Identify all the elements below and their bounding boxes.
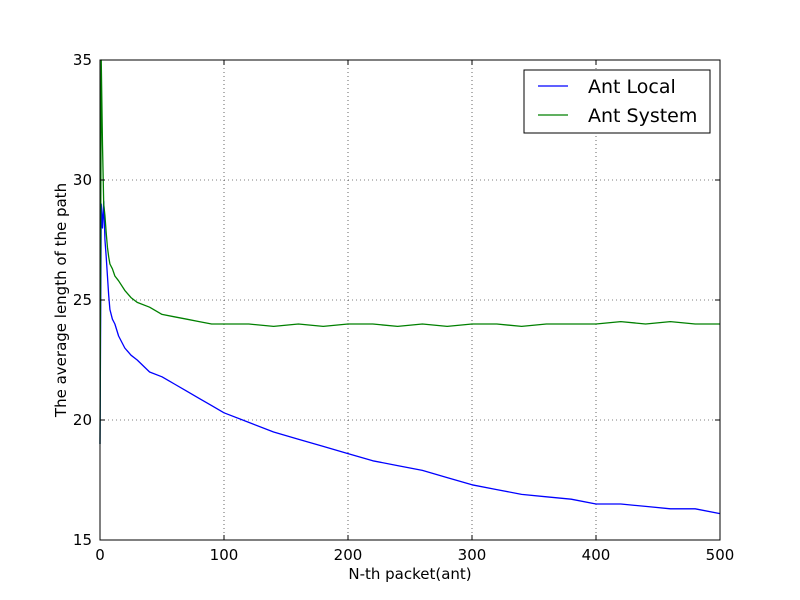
grid	[100, 60, 720, 540]
y-tick-label: 15	[73, 531, 92, 549]
x-tick-label: 100	[210, 546, 239, 564]
legend-box	[523, 69, 711, 134]
y-tick-label: 25	[73, 291, 92, 309]
y-tick-label: 30	[73, 171, 92, 189]
x-tick-label: 500	[706, 546, 735, 564]
y-tick-label: 20	[73, 411, 92, 429]
x-tick-label: 200	[334, 546, 363, 564]
x-tick-label: 0	[95, 546, 105, 564]
series-layer	[99, 59, 721, 515]
series-line-ant-system	[99, 59, 720, 445]
y-axis-label: The average length of the path	[52, 183, 70, 418]
legend: Ant Local Ant System	[523, 69, 711, 134]
x-tick-label: 400	[582, 546, 611, 564]
x-tick-label: 300	[458, 546, 487, 564]
series-line-ant-local	[99, 200, 721, 515]
ticks: 0 100 200 300 400 500 15 20 25 30 35	[73, 51, 734, 564]
legend-label-ant-local: Ant Local	[588, 76, 676, 98]
y-tick-label: 35	[73, 51, 92, 69]
x-axis-label: N-th packet(ant)	[348, 565, 471, 583]
legend-label-ant-system: Ant System	[588, 105, 697, 127]
